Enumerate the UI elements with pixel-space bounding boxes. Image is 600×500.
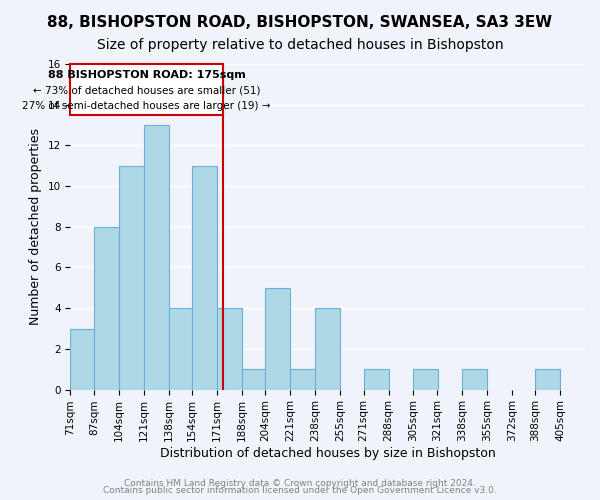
Text: ← 73% of detached houses are smaller (51): ← 73% of detached houses are smaller (51…: [33, 86, 260, 96]
X-axis label: Distribution of detached houses by size in Bishopston: Distribution of detached houses by size …: [160, 447, 496, 460]
Bar: [315, 308, 340, 390]
Bar: [462, 369, 487, 390]
Bar: [119, 166, 143, 390]
Bar: [192, 166, 217, 390]
Text: 88, BISHOPSTON ROAD, BISHOPSTON, SWANSEA, SA3 3EW: 88, BISHOPSTON ROAD, BISHOPSTON, SWANSEA…: [47, 15, 553, 30]
Bar: [94, 227, 119, 390]
FancyBboxPatch shape: [70, 64, 223, 115]
Bar: [70, 328, 94, 390]
Bar: [535, 369, 560, 390]
Text: Size of property relative to detached houses in Bishopston: Size of property relative to detached ho…: [97, 38, 503, 52]
Bar: [217, 308, 242, 390]
Text: Contains public sector information licensed under the Open Government Licence v3: Contains public sector information licen…: [103, 486, 497, 495]
Bar: [413, 369, 439, 390]
Bar: [143, 125, 169, 390]
Text: Contains HM Land Registry data © Crown copyright and database right 2024.: Contains HM Land Registry data © Crown c…: [124, 478, 476, 488]
Text: 27% of semi-detached houses are larger (19) →: 27% of semi-detached houses are larger (…: [22, 100, 271, 110]
Bar: [290, 369, 315, 390]
Y-axis label: Number of detached properties: Number of detached properties: [29, 128, 42, 326]
Bar: [364, 369, 389, 390]
Bar: [265, 288, 290, 390]
Text: 88 BISHOPSTON ROAD: 175sqm: 88 BISHOPSTON ROAD: 175sqm: [48, 70, 245, 80]
Bar: [242, 369, 265, 390]
Bar: [169, 308, 192, 390]
